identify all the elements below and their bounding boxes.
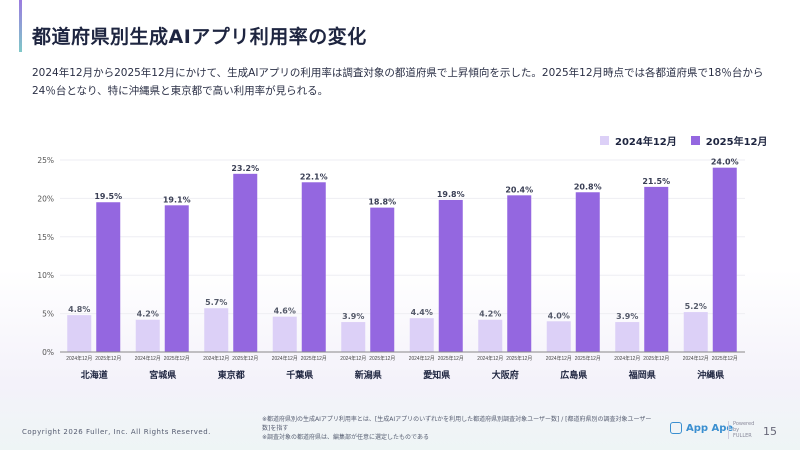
data-label: 21.5% [642,177,670,186]
bar-2025 [507,195,532,352]
bar-2025 [438,199,463,352]
x-category-label: 東京都 [218,369,245,381]
data-label: 18.8% [368,198,396,207]
x-sub-label: 2024年12月 [272,355,298,362]
bar-2024 [341,322,366,352]
x-sub-label: 2025年12月 [232,355,258,362]
bar-2025 [96,202,121,352]
x-category-label: 沖縄県 [697,369,724,381]
x-sub-label: 2024年12月 [409,355,435,362]
bar-2024 [272,316,297,352]
data-label: 3.9% [616,312,638,321]
y-tick-label: 15% [37,233,54,242]
data-label: 5.2% [685,302,707,311]
y-tick-label: 10% [37,271,54,280]
legend-item-2024: 2024年12月 [600,133,677,148]
x-sub-label: 2025年12月 [712,355,738,362]
x-sub-label: 2024年12月 [683,355,709,362]
data-label: 20.8% [574,182,602,191]
x-sub-label: 2025年12月 [506,355,532,362]
x-sub-label: 2025年12月 [575,355,601,362]
x-sub-label: 2025年12月 [643,355,669,362]
x-category-label: 福岡県 [628,369,656,381]
x-category-label: 宮城県 [149,369,176,381]
y-tick-label: 5% [42,310,54,319]
x-sub-label: 2024年12月 [546,355,572,362]
logo-text: App Ape [686,422,734,434]
bar-2024 [615,322,640,352]
app-ape-logo: App Ape [670,422,733,434]
legend-label: 2025年12月 [705,137,768,148]
y-tick-label: 20% [37,194,54,203]
x-category-label: 愛知県 [423,369,450,381]
page-number: 15 [763,425,777,438]
legend-label: 2024年12月 [615,137,677,148]
x-sub-label: 2025年12月 [164,355,190,362]
y-tick-label: 0% [42,348,54,357]
data-label: 3.9% [342,312,364,321]
x-sub-label: 2024年12月 [203,355,229,362]
x-sub-label: 2025年12月 [301,355,327,362]
footnote: ※調査対象の都道府県は、編集部が任意に選定したものである [262,434,429,441]
data-label: 19.8% [437,190,465,199]
bar-2024 [546,321,571,352]
data-label: 4.2% [479,310,501,319]
bar-2024 [478,319,503,352]
bar-2025 [164,205,189,352]
bar-2025 [370,207,395,352]
data-label: 24.0% [711,158,739,167]
x-category-label: 広島県 [560,369,587,381]
data-label: 5.7% [205,298,227,307]
data-label: 19.1% [163,195,191,204]
footnote: ※都道府県別の生成AIアプリ利用率とは、[生成AIアプリのいずれかを利用した都道… [262,416,652,432]
x-sub-label: 2025年12月 [369,355,395,362]
bar-2024 [683,312,708,352]
x-sub-label: 2024年12月 [66,355,92,362]
bar-2025 [644,186,669,352]
x-sub-label: 2024年12月 [477,355,503,362]
legend-swatch [690,136,700,145]
x-sub-label: 2025年12月 [95,355,121,362]
description: 2024年12月から2025年12月にかけて、生成AIアプリの利用率は調査対象の… [32,67,764,97]
bar-2024 [204,308,229,352]
data-label: 4.2% [137,310,159,319]
x-category-label: 千葉県 [286,369,313,381]
x-sub-label: 2024年12月 [135,355,161,362]
bar-2025 [712,167,737,352]
x-category-label: 大阪府 [492,369,519,381]
page-title: 都道府県別生成AIアプリ利用率の変化 [32,26,367,48]
data-label: 20.4% [505,185,533,194]
data-label: 19.5% [94,192,122,201]
footnotes: ※都道府県別の生成AIアプリ利用率とは、[生成AIアプリのいずれかを利用した都道… [262,415,657,442]
data-label: 23.2% [231,164,259,173]
x-sub-label: 2024年12月 [340,355,366,362]
x-sub-label: 2025年12月 [438,355,464,362]
x-sub-label: 2024年12月 [614,355,640,362]
bar-2025 [575,192,600,352]
bar-2024 [67,315,92,352]
data-label: 4.6% [274,307,296,316]
chart-legend: 2024年12月 2025年12月 [600,133,768,148]
bar-2025 [233,173,258,352]
x-category-label: 新潟県 [355,369,382,381]
data-label: 22.1% [300,172,328,181]
data-label: 4.8% [68,305,90,314]
app-ape-icon [670,422,682,434]
copyright: Copyright 2026 Fuller, Inc. All Rights R… [22,428,211,436]
bar-2025 [301,182,326,352]
data-label: 4.0% [548,311,570,320]
y-tick-label: 25% [37,156,54,165]
x-category-label: 北海道 [81,369,108,381]
legend-item-2025: 2025年12月 [690,133,768,148]
legend-swatch [600,136,609,145]
bar-2024 [409,318,434,352]
fuller-logo: Powered by FULLER [728,421,758,439]
bar-2024 [135,319,160,352]
data-label: 4.4% [411,308,433,317]
title-accent-bar [19,0,22,52]
